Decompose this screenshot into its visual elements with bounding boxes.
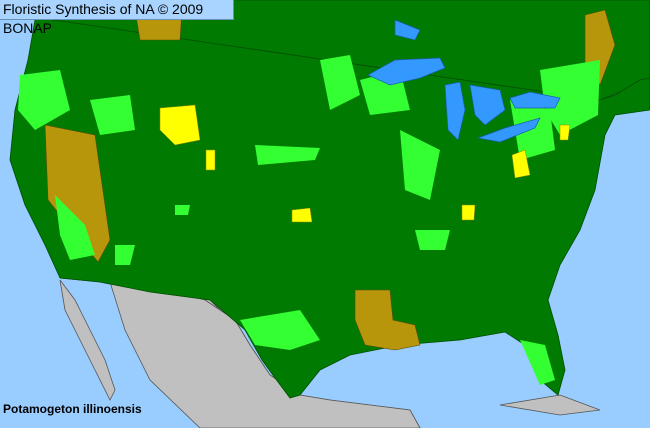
species-label: Potamogeton illinoensis (3, 402, 142, 416)
map-title: Floristic Synthesis of NA © 2009 BONAP (0, 0, 234, 36)
great-lakes (367, 19, 561, 143)
absent-state-areas (44, 9, 616, 351)
mexico-region (59, 277, 601, 428)
rare-county-areas (159, 104, 571, 223)
present-county-areas (18, 55, 600, 385)
